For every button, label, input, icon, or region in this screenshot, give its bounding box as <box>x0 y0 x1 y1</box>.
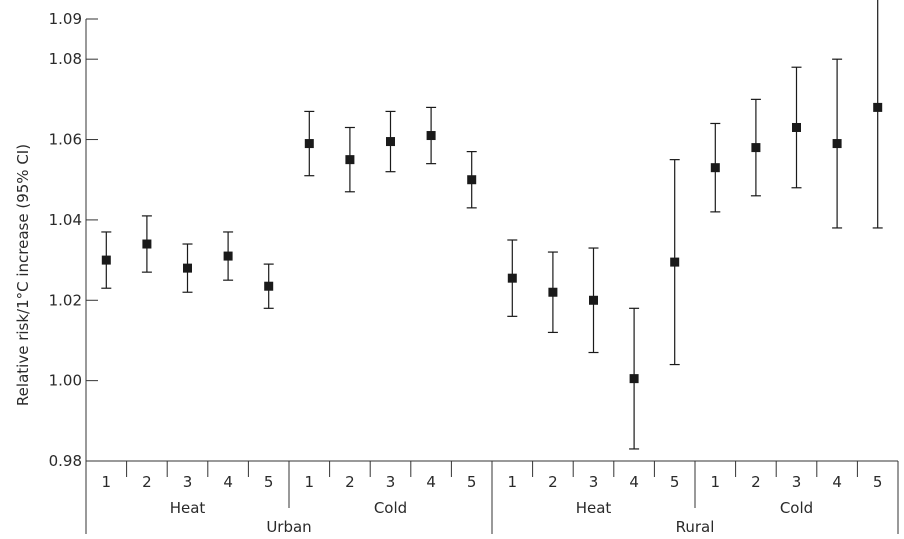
y-tick-label: 1.04 <box>49 211 82 229</box>
data-point-marker <box>345 155 355 165</box>
area-group-label: Urban <box>266 518 311 534</box>
y-tick-label: 0.98 <box>49 452 82 470</box>
y-tick-label: 1.06 <box>49 131 82 149</box>
data-point-marker <box>467 175 477 185</box>
y-tick-label: 1.08 <box>49 50 82 68</box>
x-tick-label: 3 <box>589 473 599 491</box>
season-group-label: Cold <box>780 499 813 517</box>
x-tick-label: 4 <box>426 473 436 491</box>
y-tick-label: 1.02 <box>49 291 82 309</box>
x-tick-label: 2 <box>345 473 355 491</box>
data-point-marker <box>223 251 233 261</box>
season-group-label: Heat <box>576 499 612 517</box>
season-group-label: Cold <box>374 499 407 517</box>
y-axis-label: Relative risk/1°C increase (95% CI) <box>14 144 32 406</box>
data-point-marker <box>101 255 111 265</box>
x-tick-label: 2 <box>751 473 761 491</box>
x-tick-label: 2 <box>548 473 558 491</box>
data-point-marker <box>548 287 558 297</box>
season-group-label: Heat <box>170 499 206 517</box>
x-tick-label: 5 <box>670 473 680 491</box>
data-point-marker <box>426 131 436 141</box>
data-point-marker <box>670 257 680 267</box>
axes <box>85 19 898 462</box>
x-tick-label: 1 <box>711 473 721 491</box>
x-tick-label: 5 <box>264 473 274 491</box>
x-tick-label: 4 <box>223 473 233 491</box>
data-point-marker <box>873 102 883 112</box>
data-point-marker <box>507 273 517 283</box>
error-bars <box>101 0 883 450</box>
y-axis-ticks: 0.98 1.00 1.02 1.04 1.06 1.08 1.09 <box>49 10 98 470</box>
x-tick-label: 5 <box>873 473 883 491</box>
area-group-label: Rural <box>676 518 715 534</box>
x-tick-label: 1 <box>102 473 112 491</box>
x-tick-label: 3 <box>792 473 802 491</box>
data-point-marker <box>264 281 274 291</box>
x-tick-label: 5 <box>467 473 477 491</box>
data-markers <box>101 102 883 384</box>
data-point-marker <box>792 122 801 132</box>
y-tick-label: 1.00 <box>49 372 82 390</box>
data-point-marker <box>629 374 639 384</box>
x-tick-label: 4 <box>832 473 842 491</box>
data-point-marker <box>183 263 192 273</box>
data-point-marker <box>589 295 598 305</box>
data-point-marker <box>832 139 842 149</box>
data-point-marker <box>142 239 152 249</box>
y-tick-label: 1.09 <box>49 10 82 28</box>
data-point-marker <box>386 137 395 147</box>
x-axis: 1 2 3 4 5 1 2 3 4 5 1 2 3 4 5 1 2 3 4 5 Heat Cold Heat Cold Urba… <box>85 461 899 536</box>
error-bar <box>872 0 883 229</box>
x-tick-label: 3 <box>183 473 193 491</box>
data-point-marker <box>710 163 720 173</box>
x-tick-label: 3 <box>386 473 396 491</box>
x-tick-label: 1 <box>305 473 315 491</box>
x-tick-label: 4 <box>629 473 639 491</box>
x-tick-label: 2 <box>142 473 152 491</box>
x-tick-label: 1 <box>508 473 518 491</box>
data-point-marker <box>751 143 761 153</box>
data-point-marker <box>304 139 314 149</box>
